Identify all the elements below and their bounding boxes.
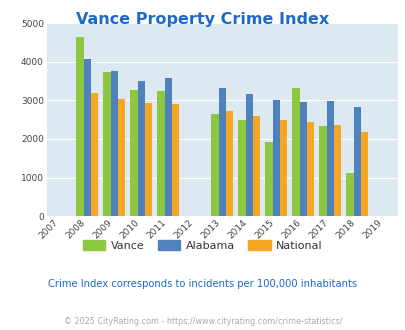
Bar bbox=[110, 71, 117, 216]
Bar bbox=[225, 111, 232, 216]
Bar bbox=[103, 72, 110, 216]
Bar bbox=[83, 59, 91, 216]
Bar bbox=[238, 120, 245, 216]
Text: © 2025 CityRating.com - https://www.cityrating.com/crime-statistics/: © 2025 CityRating.com - https://www.city… bbox=[64, 317, 341, 326]
Text: Crime Index corresponds to incidents per 100,000 inhabitants: Crime Index corresponds to incidents per… bbox=[48, 279, 357, 289]
Bar bbox=[265, 142, 272, 216]
Text: Vance Property Crime Index: Vance Property Crime Index bbox=[76, 12, 329, 26]
Bar bbox=[252, 116, 260, 216]
Bar bbox=[245, 94, 252, 216]
Bar bbox=[272, 100, 279, 216]
Bar bbox=[333, 125, 341, 216]
Bar bbox=[137, 82, 145, 216]
Bar bbox=[218, 87, 225, 216]
Bar bbox=[117, 99, 125, 216]
Bar bbox=[164, 78, 171, 216]
Bar bbox=[279, 120, 287, 216]
Bar bbox=[353, 107, 360, 216]
Bar bbox=[326, 102, 333, 216]
Bar bbox=[211, 114, 218, 216]
Bar bbox=[345, 173, 353, 216]
Bar bbox=[360, 132, 367, 216]
Bar bbox=[171, 104, 179, 216]
Bar bbox=[306, 122, 313, 216]
Bar bbox=[319, 126, 326, 216]
Legend: Vance, Alabama, National: Vance, Alabama, National bbox=[79, 235, 326, 255]
Bar bbox=[292, 88, 299, 216]
Bar bbox=[145, 103, 152, 216]
Bar bbox=[76, 37, 83, 216]
Bar bbox=[157, 91, 164, 216]
Bar bbox=[130, 89, 137, 216]
Bar bbox=[299, 102, 306, 216]
Bar bbox=[91, 93, 98, 216]
